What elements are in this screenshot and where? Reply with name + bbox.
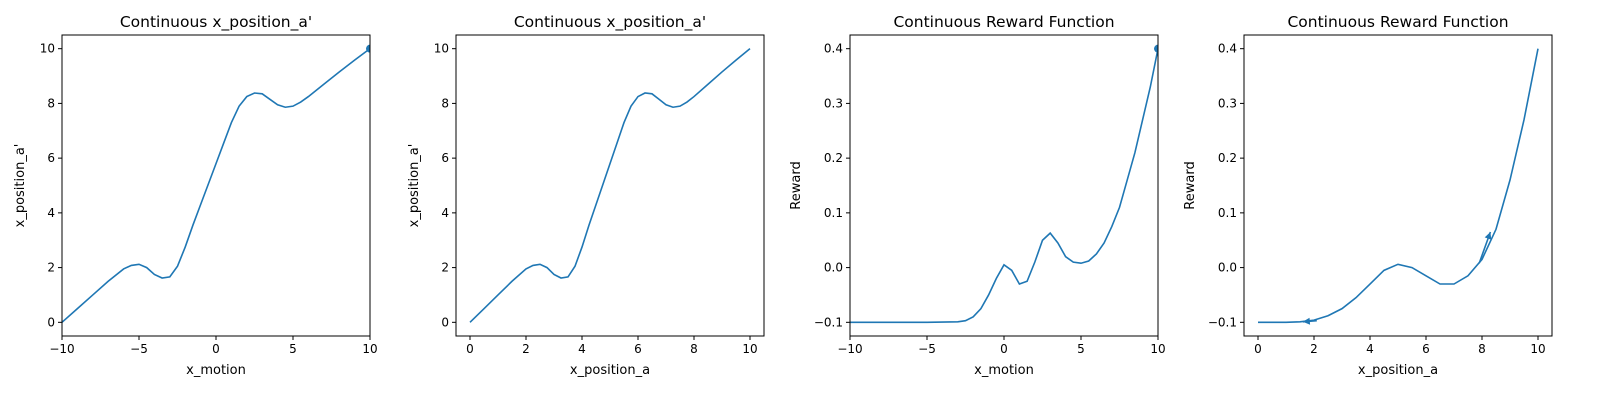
y-tick-label: 0.0	[1218, 261, 1237, 275]
chart-title: Continuous Reward Function	[1287, 13, 1508, 31]
x-tick-label: −10	[49, 342, 74, 356]
x-tick-label: 10	[1150, 342, 1165, 356]
y-tick-label: 2	[441, 261, 449, 275]
chart-title: Continuous Reward Function	[893, 13, 1114, 31]
x-tick-label: 5	[289, 342, 297, 356]
x-tick-label: 8	[1478, 342, 1486, 356]
x-tick-label: 0	[1254, 342, 1262, 356]
y-tick-label: 4	[441, 206, 449, 220]
x-axis-label: x_position_a	[570, 363, 650, 378]
y-tick-label: −0.1	[1208, 315, 1237, 329]
x-tick-label: 0	[1000, 342, 1008, 356]
arrow-head	[1302, 317, 1311, 325]
series-line-1	[1258, 48, 1539, 324]
x-tick-label: 0	[212, 342, 220, 356]
y-tick-label: 0.4	[1218, 42, 1237, 56]
x-tick-label: 6	[634, 342, 642, 356]
chart-panel-1: −10 −5 0 5 10 0 2 4 6 8 10 Continuous x_position_a'…	[13, 13, 378, 378]
y-axis-label: x_position_a'	[407, 144, 422, 228]
y-tick-label: 8	[47, 96, 55, 110]
y-tick-label: 0.2	[824, 151, 843, 165]
arrow-head	[1484, 232, 1492, 240]
series-line-1	[62, 48, 370, 323]
series-line-1	[469, 48, 751, 323]
y-axis-label: Reward	[789, 161, 804, 209]
chart-panel-2: 0 2 4 6 8 10 0 2 4 6 8 10 Continuous x_position_a' x_…	[407, 13, 765, 378]
y-tick-label: 2	[47, 261, 55, 275]
y-tick-label: 0.4	[824, 42, 843, 56]
y-tick-label: −0.1	[814, 315, 843, 329]
chart-title: Continuous x_position_a'	[514, 13, 706, 32]
x-tick-label: 10	[742, 342, 757, 356]
y-tick-label: 0.1	[824, 206, 843, 220]
x-tick-label: 10	[1530, 342, 1545, 356]
y-tick-label: 8	[441, 96, 449, 110]
y-tick-label: 0.3	[1218, 96, 1237, 110]
x-tick-label: −10	[837, 342, 862, 356]
y-tick-label: 6	[441, 151, 449, 165]
x-tick-label: −5	[918, 342, 936, 356]
y-tick-label: 10	[434, 42, 449, 56]
x-axis-label: x_motion	[974, 363, 1034, 378]
x-tick-label: 10	[362, 342, 377, 356]
plot-frame	[455, 34, 765, 337]
x-tick-label: 2	[522, 342, 530, 356]
x-tick-label: 4	[1366, 342, 1374, 356]
data-point-marker	[366, 44, 370, 53]
y-tick-label: 0	[441, 315, 449, 329]
y-tick-label: 0.2	[1218, 151, 1237, 165]
x-axis-label: x_position_a	[1358, 363, 1438, 378]
y-axis-label: Reward	[1183, 161, 1198, 209]
chart-panel-4: 0 2 4 6 8 10 −0.1 0.0 0.1 0.2 0.3 0.4 Continuous Rew…	[1183, 13, 1553, 378]
x-tick-label: 2	[1310, 342, 1318, 356]
plot-frame	[61, 34, 371, 337]
x-tick-label: 5	[1077, 342, 1085, 356]
chart-panel-3: −10 −5 0 5 10 −0.1 0.0 0.1 0.2 0.3 0.4 Continuous R…	[789, 13, 1166, 378]
y-tick-label: 0.0	[824, 261, 843, 275]
y-tick-label: 0.3	[824, 96, 843, 110]
y-tick-label: 6	[47, 151, 55, 165]
x-tick-label: 0	[466, 342, 474, 356]
data-point-marker	[1154, 44, 1158, 53]
y-tick-label: 10	[40, 42, 55, 56]
x-tick-label: −5	[130, 342, 148, 356]
chart-title: Continuous x_position_a'	[120, 13, 312, 32]
x-tick-label: 8	[690, 342, 698, 356]
y-tick-label: 0.1	[1218, 206, 1237, 220]
series-line-1	[850, 48, 1158, 324]
plot-frame	[849, 34, 1159, 337]
x-tick-label: 4	[578, 342, 586, 356]
y-tick-label: 0	[47, 315, 55, 329]
y-axis-label: x_position_a'	[13, 144, 28, 228]
y-tick-label: 4	[47, 206, 55, 220]
x-tick-label: 6	[1422, 342, 1430, 356]
x-axis-label: x_motion	[186, 363, 246, 378]
plot-frame	[1243, 34, 1553, 337]
